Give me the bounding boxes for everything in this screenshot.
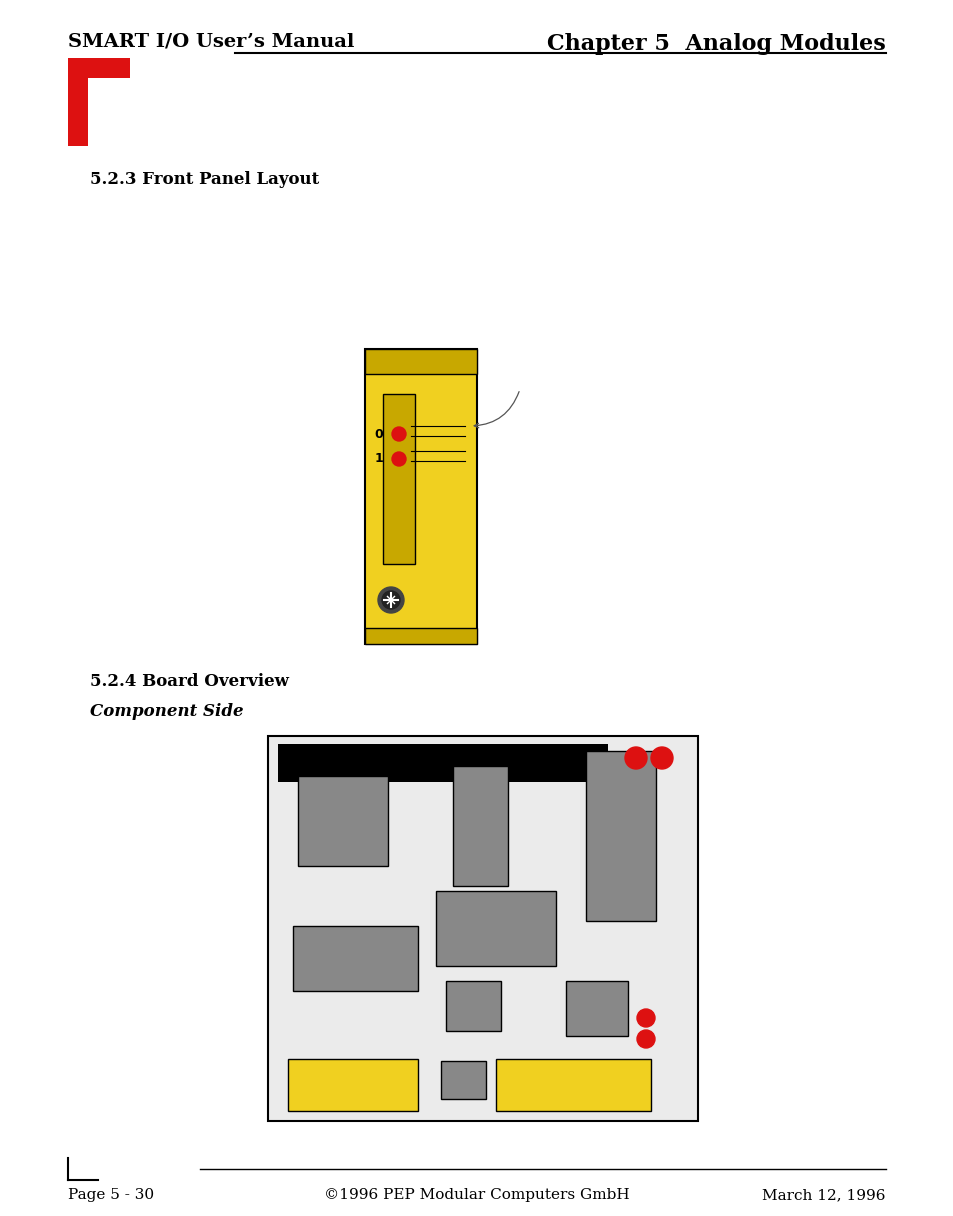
Text: SMART I/O User’s Manual: SMART I/O User’s Manual [68, 33, 354, 51]
Text: 5.2.3 Front Panel Layout: 5.2.3 Front Panel Layout [90, 171, 319, 188]
Circle shape [392, 452, 406, 466]
Bar [453, 766, 507, 886]
Text: March 12, 1996: March 12, 1996 [761, 1188, 885, 1201]
Text: Chapter 5  Analog Modules: Chapter 5 Analog Modules [547, 33, 885, 55]
Bar [440, 1062, 485, 1099]
Circle shape [637, 1030, 655, 1048]
Bar [68, 58, 88, 146]
Circle shape [650, 747, 672, 769]
Bar [293, 927, 417, 991]
Bar [297, 776, 388, 866]
Text: Page 5 - 30: Page 5 - 30 [68, 1188, 154, 1201]
Bar [446, 981, 500, 1031]
Bar [496, 1059, 650, 1111]
FancyArrowPatch shape [474, 392, 518, 428]
Bar [365, 349, 476, 375]
Circle shape [624, 747, 646, 769]
Bar [68, 58, 130, 78]
Circle shape [381, 591, 399, 609]
Circle shape [377, 587, 403, 613]
Text: ©1996 PEP Modular Computers GmbH: ©1996 PEP Modular Computers GmbH [324, 1188, 629, 1201]
Bar [365, 627, 476, 644]
Text: 1: 1 [375, 452, 383, 466]
Bar [436, 891, 556, 966]
Text: 0: 0 [375, 428, 383, 440]
Bar [365, 349, 476, 644]
Bar [382, 394, 415, 564]
Text: 5.2.4 Board Overview: 5.2.4 Board Overview [90, 672, 289, 689]
Bar [585, 751, 656, 921]
Bar [565, 981, 627, 1036]
Text: Component Side: Component Side [90, 703, 243, 720]
Circle shape [392, 427, 406, 441]
Bar [277, 744, 607, 782]
Bar [288, 1059, 417, 1111]
Bar [268, 736, 698, 1121]
Circle shape [637, 1009, 655, 1028]
